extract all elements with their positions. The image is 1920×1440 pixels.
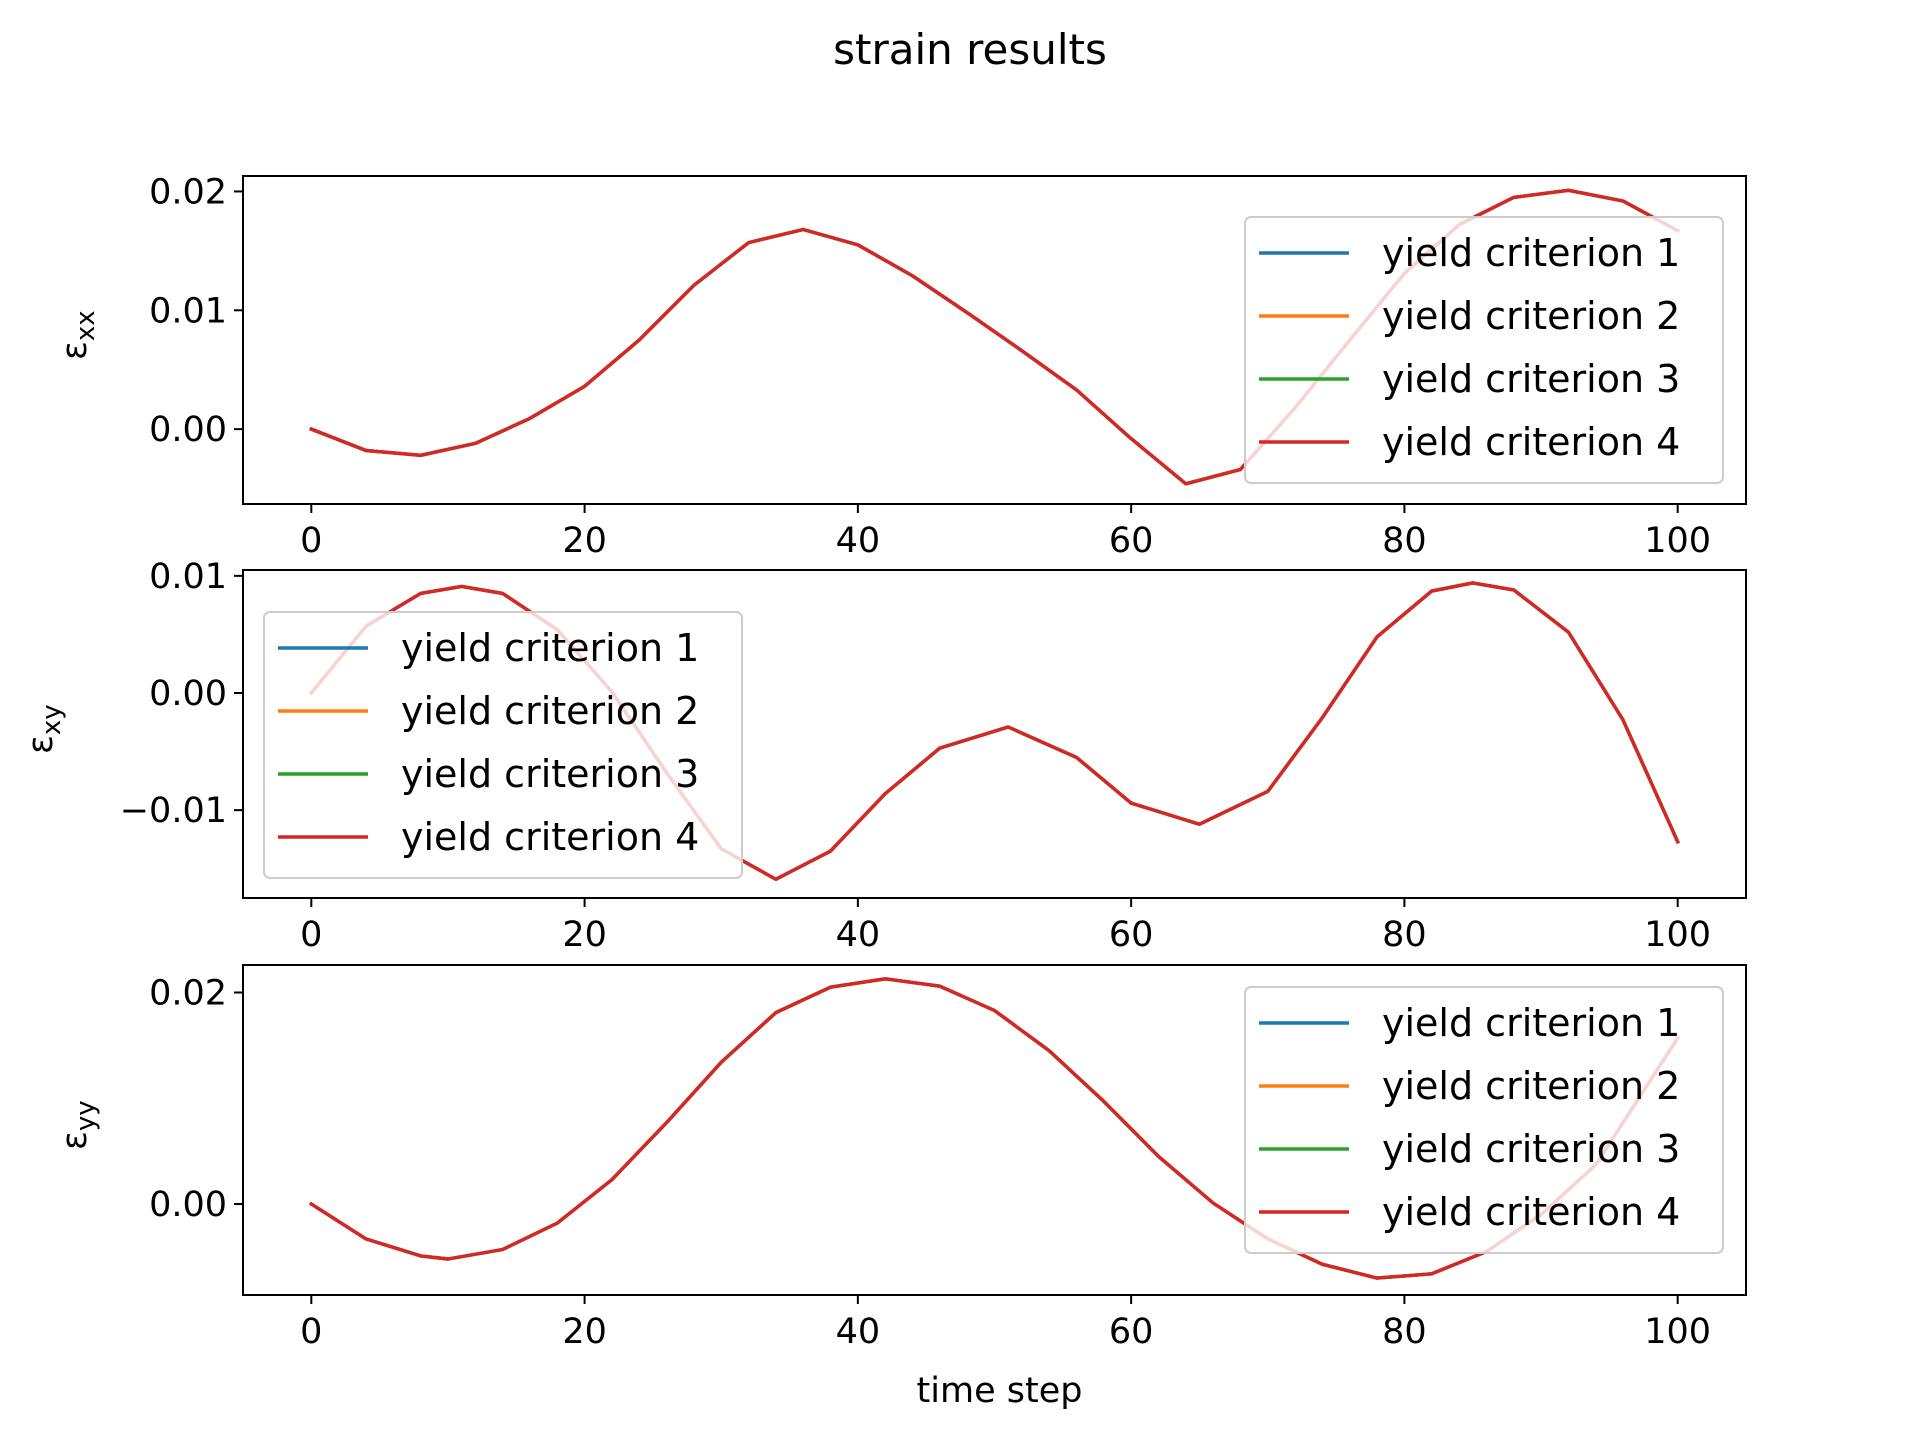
legend-label-2: yield criterion 2 xyxy=(1382,1064,1680,1108)
subplot-2: 0 20 40 60 80 100 −0.01 0.00 0.01 εxy yield criter… xyxy=(21,557,1747,955)
axes-frame xyxy=(242,964,1747,1296)
axes-frame xyxy=(242,175,1747,505)
y-axis-label: εxx xyxy=(55,310,101,360)
y-tick-label: 0.00 xyxy=(149,1185,227,1225)
legend-label-1: yield criterion 1 xyxy=(1382,231,1680,275)
legend-label-3: yield criterion 3 xyxy=(1382,357,1680,401)
legend-label-3: yield criterion 3 xyxy=(401,752,699,796)
legend-label-1: yield criterion 1 xyxy=(401,626,699,670)
subplot-3: 0 20 40 60 80 100 0.00 0.02 εyy time step yield cr… xyxy=(55,964,1747,1411)
x-axis-label: time step xyxy=(917,1371,1083,1411)
x-tick-label: 40 xyxy=(836,1312,881,1352)
legend-label-3: yield criterion 3 xyxy=(1382,1127,1680,1171)
y-tick-label: 0.02 xyxy=(149,172,227,212)
y-tick-label: 0.01 xyxy=(149,557,227,597)
legend-box xyxy=(263,611,743,879)
legend: yield criterion 1 yield criterion 2 yield … xyxy=(1244,986,1724,1254)
y-tick-label: 0.00 xyxy=(149,410,227,450)
x-tick-label: 40 xyxy=(836,915,881,955)
x-tick-label: 60 xyxy=(1109,1312,1154,1352)
x-tick-label: 40 xyxy=(836,521,881,561)
x-tick-label: 100 xyxy=(1644,1312,1711,1352)
x-tick-label: 20 xyxy=(562,1312,607,1352)
x-tick-label: 80 xyxy=(1382,1312,1427,1352)
legend-label-1: yield criterion 1 xyxy=(1382,1001,1680,1045)
y-axis-label: εyy xyxy=(55,1100,101,1150)
x-tick-label: 20 xyxy=(562,521,607,561)
series-line-4 xyxy=(308,581,1680,881)
y-tick-label: −0.01 xyxy=(120,791,227,831)
subplot-1: 0 20 40 60 80 100 0.00 0.01 0.02 εxx yield criteri… xyxy=(55,172,1747,561)
x-tick-label: 100 xyxy=(1644,915,1711,955)
x-tick-label: 20 xyxy=(562,915,607,955)
x-tick-label: 100 xyxy=(1644,521,1711,561)
figure-title: strain results xyxy=(833,25,1107,74)
x-tick-label: 80 xyxy=(1382,521,1427,561)
legend-label-2: yield criterion 2 xyxy=(401,689,699,733)
x-tick-label: 60 xyxy=(1109,915,1154,955)
y-tick-label: 0.00 xyxy=(149,674,227,714)
y-axis-label: εxy xyxy=(21,704,67,754)
legend: yield criterion 1 yield criterion 2 yield … xyxy=(1244,216,1724,484)
y-tick-label: 0.02 xyxy=(149,974,227,1014)
legend-label-4: yield criterion 4 xyxy=(401,815,699,859)
x-tick-label: 0 xyxy=(300,521,322,561)
x-tick-label: 0 xyxy=(300,915,322,955)
legend-label-4: yield criterion 4 xyxy=(1382,1190,1680,1234)
x-tick-label: 80 xyxy=(1382,915,1427,955)
y-tick-label: 0.01 xyxy=(149,291,227,331)
x-tick-label: 60 xyxy=(1109,521,1154,561)
legend-label-2: yield criterion 2 xyxy=(1382,294,1680,338)
legend-label-4: yield criterion 4 xyxy=(1382,420,1680,464)
axes-frame xyxy=(242,569,1747,899)
legend: yield criterion 1 yield criterion 2 yield … xyxy=(263,611,743,879)
x-tick-label: 0 xyxy=(300,1312,322,1352)
legend-box xyxy=(1244,986,1724,1254)
series-line-4 xyxy=(308,977,1681,1280)
legend-box xyxy=(1244,216,1724,484)
